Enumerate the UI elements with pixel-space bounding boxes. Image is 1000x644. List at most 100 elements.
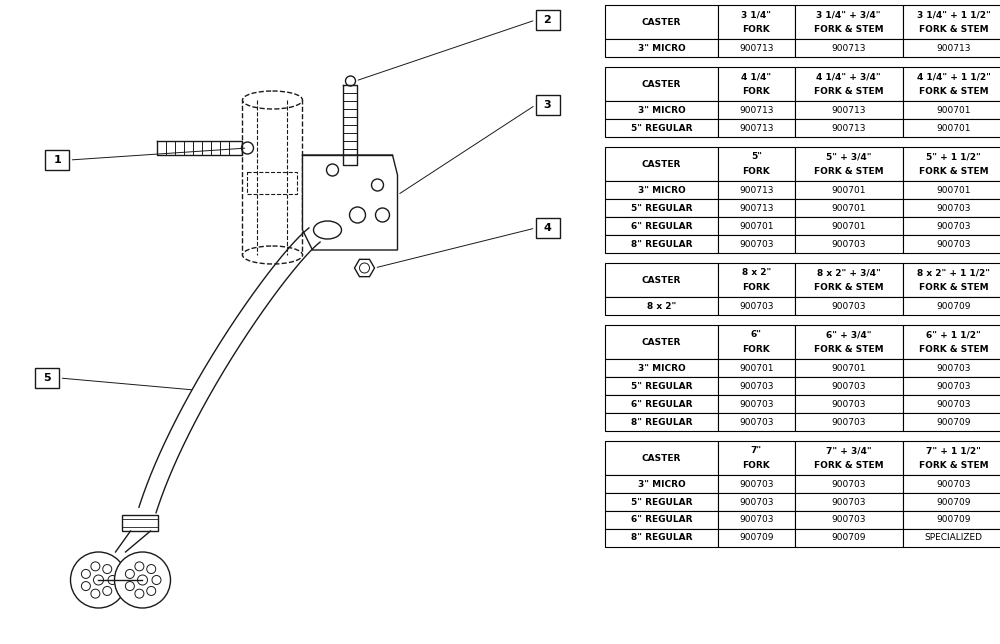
FancyBboxPatch shape — [35, 368, 59, 388]
FancyBboxPatch shape — [605, 199, 718, 217]
Circle shape — [135, 562, 144, 571]
Text: 7" + 1 1/2": 7" + 1 1/2" — [926, 446, 981, 455]
FancyBboxPatch shape — [718, 119, 795, 137]
Circle shape — [241, 142, 253, 154]
FancyBboxPatch shape — [903, 511, 1000, 529]
Text: FORK & STEM: FORK & STEM — [814, 345, 884, 354]
FancyBboxPatch shape — [903, 263, 1000, 297]
FancyBboxPatch shape — [795, 5, 903, 39]
Text: 8" REGULAR: 8" REGULAR — [631, 417, 692, 426]
Circle shape — [135, 589, 144, 598]
Circle shape — [125, 569, 134, 578]
FancyBboxPatch shape — [718, 511, 795, 529]
Text: FORK: FORK — [743, 167, 770, 176]
Text: 900703: 900703 — [937, 480, 971, 489]
FancyBboxPatch shape — [795, 119, 903, 137]
Text: 8 x 2" + 1 1/2": 8 x 2" + 1 1/2" — [917, 268, 990, 277]
FancyBboxPatch shape — [903, 297, 1000, 315]
FancyBboxPatch shape — [718, 395, 795, 413]
Text: 5" REGULAR: 5" REGULAR — [631, 381, 692, 390]
FancyBboxPatch shape — [903, 325, 1000, 359]
FancyBboxPatch shape — [605, 359, 718, 377]
Text: 4: 4 — [544, 223, 551, 233]
FancyBboxPatch shape — [795, 263, 903, 297]
Text: 8" REGULAR: 8" REGULAR — [631, 533, 692, 542]
FancyBboxPatch shape — [795, 147, 903, 181]
Text: 3" MICRO: 3" MICRO — [638, 185, 685, 194]
Text: 900703: 900703 — [937, 363, 971, 372]
Text: 3" MICRO: 3" MICRO — [638, 106, 685, 115]
Text: 900703: 900703 — [831, 240, 866, 249]
Circle shape — [81, 582, 90, 591]
FancyBboxPatch shape — [795, 181, 903, 199]
FancyBboxPatch shape — [605, 413, 718, 431]
Text: 3 1/4" + 1 1/2": 3 1/4" + 1 1/2" — [917, 10, 991, 19]
Text: 5" + 1 1/2": 5" + 1 1/2" — [926, 152, 981, 161]
Text: FORK: FORK — [743, 345, 770, 354]
FancyBboxPatch shape — [718, 475, 795, 493]
Text: CASTER: CASTER — [642, 160, 681, 169]
Text: 900701: 900701 — [937, 185, 971, 194]
Text: 3 1/4": 3 1/4" — [741, 10, 771, 19]
FancyBboxPatch shape — [795, 297, 903, 315]
Text: 900703: 900703 — [937, 204, 971, 213]
FancyBboxPatch shape — [718, 413, 795, 431]
Text: 900701: 900701 — [831, 204, 866, 213]
Text: 900713: 900713 — [739, 185, 774, 194]
Text: 5" REGULAR: 5" REGULAR — [631, 124, 692, 133]
Text: 900701: 900701 — [831, 222, 866, 231]
FancyBboxPatch shape — [605, 441, 718, 475]
Text: 4 1/4": 4 1/4" — [741, 72, 771, 81]
Text: FORK & STEM: FORK & STEM — [814, 87, 884, 96]
Text: 4 1/4" + 1 1/2": 4 1/4" + 1 1/2" — [917, 72, 991, 81]
FancyBboxPatch shape — [795, 441, 903, 475]
Text: 3: 3 — [544, 100, 551, 110]
Text: 7": 7" — [751, 446, 762, 455]
Text: FORK & STEM: FORK & STEM — [814, 283, 884, 292]
FancyBboxPatch shape — [718, 325, 795, 359]
Text: 900703: 900703 — [739, 498, 774, 506]
Text: 900703: 900703 — [831, 515, 866, 524]
FancyBboxPatch shape — [605, 377, 718, 395]
Text: 3" MICRO: 3" MICRO — [638, 363, 685, 372]
FancyBboxPatch shape — [605, 263, 718, 297]
FancyBboxPatch shape — [605, 511, 718, 529]
Circle shape — [326, 164, 338, 176]
Text: 8 x 2" + 3/4": 8 x 2" + 3/4" — [817, 268, 881, 277]
FancyBboxPatch shape — [795, 511, 903, 529]
Circle shape — [91, 562, 100, 571]
Text: CASTER: CASTER — [642, 79, 681, 88]
Text: FORK & STEM: FORK & STEM — [814, 25, 884, 34]
Text: 900703: 900703 — [739, 480, 774, 489]
Text: 900703: 900703 — [831, 301, 866, 310]
FancyBboxPatch shape — [903, 67, 1000, 101]
FancyBboxPatch shape — [795, 39, 903, 57]
Text: 2: 2 — [544, 15, 551, 25]
FancyBboxPatch shape — [903, 5, 1000, 39]
FancyBboxPatch shape — [605, 297, 718, 315]
FancyBboxPatch shape — [718, 199, 795, 217]
FancyBboxPatch shape — [605, 235, 718, 253]
Circle shape — [93, 575, 103, 585]
FancyBboxPatch shape — [718, 147, 795, 181]
FancyBboxPatch shape — [247, 172, 297, 194]
FancyBboxPatch shape — [122, 515, 158, 531]
FancyBboxPatch shape — [903, 475, 1000, 493]
Text: SPECIALIZED: SPECIALIZED — [925, 533, 983, 542]
FancyBboxPatch shape — [718, 217, 795, 235]
FancyBboxPatch shape — [718, 181, 795, 199]
Text: 900703: 900703 — [937, 222, 971, 231]
Text: 3" MICRO: 3" MICRO — [638, 44, 685, 53]
FancyBboxPatch shape — [605, 529, 718, 547]
Text: 7" + 3/4": 7" + 3/4" — [826, 446, 872, 455]
Circle shape — [359, 263, 369, 273]
Circle shape — [375, 208, 389, 222]
Text: FORK & STEM: FORK & STEM — [919, 167, 989, 176]
Text: 3 1/4" + 3/4": 3 1/4" + 3/4" — [816, 10, 881, 19]
Circle shape — [371, 179, 383, 191]
FancyBboxPatch shape — [718, 39, 795, 57]
Text: FORK: FORK — [743, 25, 770, 34]
FancyBboxPatch shape — [605, 147, 718, 181]
FancyBboxPatch shape — [45, 150, 69, 170]
FancyBboxPatch shape — [242, 100, 302, 255]
